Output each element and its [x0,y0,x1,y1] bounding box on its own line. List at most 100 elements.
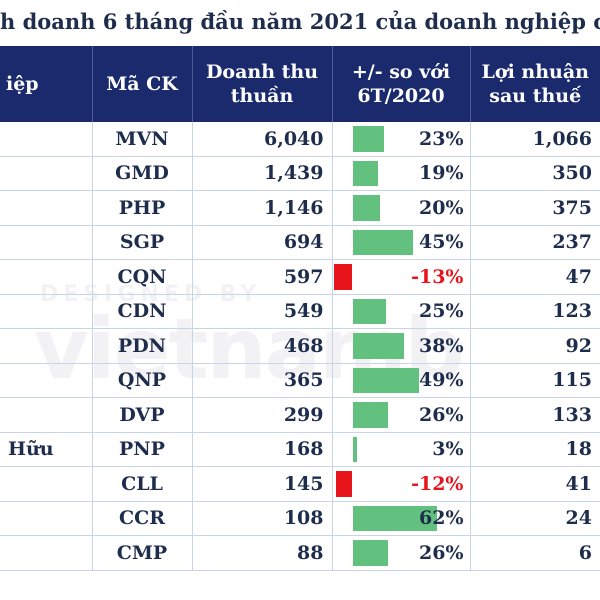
change-bar [352,436,357,462]
header-revenue: Doanh thu thuần [192,46,333,122]
change-cell: 3% [332,432,471,467]
company-name-cell [0,225,93,260]
change-bar [352,505,437,531]
company-name-cell: Hữu [0,432,93,467]
change-cell: 26% [332,535,471,571]
revenue-cell: 168 [192,432,333,467]
change-label: 45% [419,231,464,254]
revenue-cell: 1,439 [192,156,333,191]
revenue-cell: 108 [192,501,333,536]
profit-cell: 41 [470,466,600,502]
change-label: 23% [419,127,464,150]
profit-cell: 375 [470,190,600,226]
change-cell: 20% [332,190,471,226]
table-row: CDN 549 25% 123 [0,294,600,329]
table-row: CLL 145 -12% 41 [0,466,600,502]
change-label: -13% [411,265,464,288]
ticker-cell: CMP [92,535,193,571]
profit-cell: 237 [470,225,600,260]
change-label: 49% [419,369,464,392]
table-row: SGP 694 45% 237 [0,225,600,260]
profit-cell: 133 [470,397,600,433]
change-cell: 38% [332,328,471,364]
company-name-cell [0,294,93,329]
change-bar [352,229,414,255]
change-bar [334,264,353,290]
profit-cell: 24 [470,501,600,536]
change-label: -12% [411,472,464,495]
change-bar [352,402,388,428]
revenue-cell: 365 [192,363,333,398]
change-bar [335,471,353,497]
change-cell: -13% [332,259,471,295]
company-name-cell [0,328,93,364]
table-row: QNP 365 49% 115 [0,363,600,398]
change-bar [352,126,384,152]
ticker-cell: CLL [92,466,193,502]
change-bar [352,367,419,393]
change-cell: 23% [332,122,471,157]
change-cell: 45% [332,225,471,260]
profit-cell: 47 [470,259,600,295]
change-cell: 19% [332,156,471,191]
change-cell: 25% [332,294,471,329]
ticker-cell: CCR [92,501,193,536]
company-name-cell [0,397,93,433]
table-row: PHP 1,146 20% 375 [0,190,600,226]
ticker-cell: CDN [92,294,193,329]
ticker-cell: PNP [92,432,193,467]
change-bar [352,195,380,221]
change-bar [352,333,404,359]
company-name-cell [0,259,93,295]
header-profit: Lợi nhuận sau thuế [470,46,600,122]
ticker-cell: SGP [92,225,193,260]
profit-cell: 123 [470,294,600,329]
table-row: DVP 299 26% 133 [0,397,600,433]
change-cell: 62% [332,501,471,536]
table-row: MVN 6,040 23% 1,066 [0,122,600,157]
table-header-row: iệp Mã CK Doanh thu thuần +/- so với 6T/20… [0,46,600,122]
results-table: iệp Mã CK Doanh thu thuần +/- so với 6T/20… [0,46,600,571]
company-name-cell [0,535,93,571]
ticker-cell: DVP [92,397,193,433]
change-label: 62% [419,507,464,530]
profit-cell: 350 [470,156,600,191]
profit-cell: 6 [470,535,600,571]
ticker-cell: MVN [92,122,193,157]
change-cell: 26% [332,397,471,433]
change-label: 26% [419,541,464,564]
profit-cell: 1,066 [470,122,600,157]
ticker-cell: QNP [92,363,193,398]
company-name-cell [0,156,93,191]
ticker-cell: PDN [92,328,193,364]
header-company: iệp [0,46,93,122]
change-cell: 49% [332,363,471,398]
change-label: 25% [419,300,464,323]
header-change: +/- so với 6T/2020 [332,46,471,122]
table-row: CMP 88 26% 6 [0,535,600,571]
company-name-cell [0,501,93,536]
company-name-cell [0,363,93,398]
revenue-cell: 299 [192,397,333,433]
chart-title: h doanh 6 tháng đầu năm 2021 của doanh n… [0,9,600,34]
revenue-cell: 145 [192,466,333,502]
revenue-cell: 1,146 [192,190,333,226]
profit-cell: 115 [470,363,600,398]
table-row: CQN 597 -13% 47 [0,259,600,295]
company-name-cell [0,190,93,226]
profit-cell: 18 [470,432,600,467]
table-row: PDN 468 38% 92 [0,328,600,364]
header-ticker: Mã CK [92,46,193,122]
table-row: GMD 1,439 19% 350 [0,156,600,191]
change-label: 20% [419,196,464,219]
company-name-cell [0,466,93,502]
table-row: Hữu PNP 168 3% 18 [0,432,600,467]
change-label: 19% [419,162,464,185]
change-label: 26% [419,403,464,426]
revenue-cell: 88 [192,535,333,571]
revenue-cell: 6,040 [192,122,333,157]
ticker-cell: CQN [92,259,193,295]
change-label: 3% [432,438,464,461]
change-cell: -12% [332,466,471,502]
change-bar [352,298,387,324]
